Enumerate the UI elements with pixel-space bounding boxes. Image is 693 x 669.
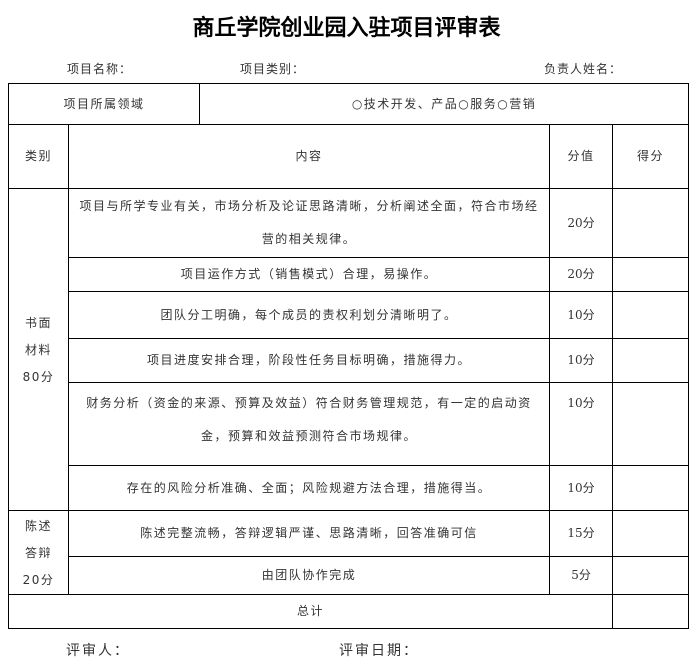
domain-options[interactable]: ○技术开发、产品○服务○营销 [199,83,690,125]
score-cell[interactable] [612,338,690,383]
header-value: 分值 [549,124,614,189]
domain-label: 项目所属领域 [7,83,201,125]
score-cell[interactable] [612,465,690,511]
criterion-content: 存在的风险分析准确、全面；风险规避方法合理，措施得当。 [67,465,551,511]
header-score: 得分 [612,124,690,189]
score-cell[interactable] [612,556,690,595]
leader-name-label: 负责人姓名： [544,62,623,76]
criterion-content: 项目与所学专业有关，市场分析及论证思路清晰，分析阐述全面，符合市场经营的相关规律… [67,188,551,258]
project-name-label: 项目名称： [67,62,133,76]
criterion-value: 10分 [549,465,614,511]
criterion-value: 10分 [549,382,614,466]
score-cell[interactable] [612,382,690,466]
criterion-value: 15分 [549,509,614,558]
reviewer-label: 评审人： [66,643,130,659]
criterion-content: 陈述完整流畅，答辩逻辑严谨、思路清晰，回答准确可信 [67,509,551,558]
criterion-value: 20分 [549,188,614,258]
criterion-content: 由团队协作完成 [67,556,551,595]
total-label: 总计 [7,594,614,629]
total-score-cell[interactable] [612,594,690,629]
criterion-value: 20分 [549,257,614,292]
score-cell[interactable] [612,188,690,258]
score-cell[interactable] [612,257,690,292]
category-written: 书面 材料 80分 [8,188,69,511]
score-cell[interactable] [612,509,690,558]
criterion-content: 项目运作方式（销售模式）合理，易操作。 [67,257,551,292]
header-content: 内容 [67,124,551,189]
score-cell[interactable] [612,291,690,339]
review-date-label: 评审日期： [339,643,419,659]
criterion-value: 10分 [549,291,614,339]
evaluation-table: 项目所属领域 ○技术开发、产品○服务○营销 类别 内容 分值 得分 书面 材料 80… [7,83,690,629]
category-defense: 陈述 答辩 20分 [8,510,69,595]
criterion-content: 团队分工明确，每个成员的责权利划分清晰明了。 [67,291,551,339]
criterion-value: 5分 [549,556,614,595]
page-title: 商丘学院创业园入驻项目评审表 [192,15,501,41]
header-category: 类别 [8,124,69,189]
project-type-label: 项目类别： [240,62,306,76]
criterion-content: 项目进度安排合理，阶段性任务目标明确，措施得力。 [67,338,551,383]
criterion-value: 10分 [549,338,614,383]
criterion-content: 财务分析（资金的来源、预算及效益）符合财务管理规范，有一定的启动资金，预算和效益… [67,382,551,466]
